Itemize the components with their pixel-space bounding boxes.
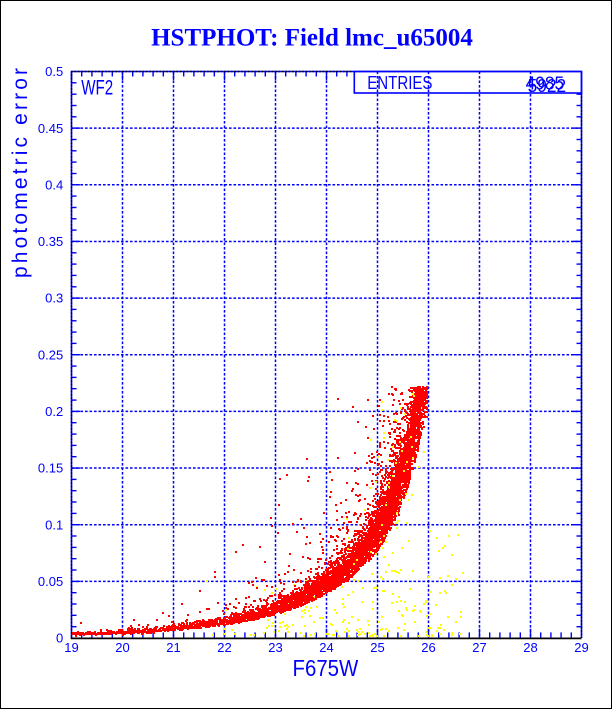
svg-text:22: 22 [217,640,231,655]
svg-text:0.05: 0.05 [38,574,63,589]
svg-text:0.1: 0.1 [45,517,63,532]
svg-text:24: 24 [319,640,333,655]
svg-text:23: 23 [268,640,282,655]
svg-text:F675W: F675W [293,655,359,681]
svg-text:0: 0 [56,631,63,646]
svg-text:0.4: 0.4 [45,177,63,192]
svg-text:19: 19 [64,640,78,655]
svg-text:5922: 5922 [528,76,567,96]
svg-text:0.3: 0.3 [45,291,63,306]
svg-text:20: 20 [115,640,129,655]
svg-text:WF2: WF2 [81,77,113,100]
svg-text:0.15: 0.15 [38,461,63,476]
svg-text:26: 26 [421,640,435,655]
svg-text:29: 29 [574,640,588,655]
svg-text:28: 28 [523,640,537,655]
svg-text:21: 21 [166,640,180,655]
svg-text:0.25: 0.25 [38,347,63,362]
svg-text:photometric error: photometric error [9,68,32,278]
svg-text:ENTRIES: ENTRIES [367,73,432,93]
svg-text:0.45: 0.45 [38,121,63,136]
svg-text:0.2: 0.2 [45,404,63,419]
svg-text:0.35: 0.35 [38,234,63,249]
svg-text:27: 27 [472,640,486,655]
svg-text:25: 25 [370,640,384,655]
svg-text:4985: 4985 [526,73,565,93]
svg-text:0.5: 0.5 [45,64,63,79]
svg-text:HSTPHOT: Field lmc_u65004: HSTPHOT: Field lmc_u65004 [151,25,473,52]
